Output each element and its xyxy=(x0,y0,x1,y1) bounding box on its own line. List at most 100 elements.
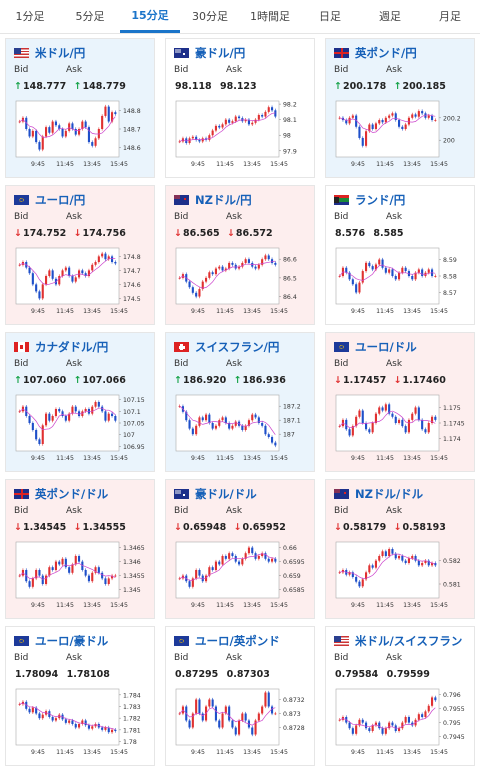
candle-body xyxy=(110,256,114,262)
currency-card[interactable]: ユーロ/円 Bid Ask ↓174.752 ↓174.756 174.8 174… xyxy=(5,185,155,325)
candle-body xyxy=(417,714,420,720)
candlestick-chart[interactable]: 187.2 187.1 187 9:45 11:45 13:45 15:45 xyxy=(173,391,309,467)
currency-card[interactable]: 豪ドル/円 Bid Ask 98.118 98.123 98.2 98.1 98 97… xyxy=(165,38,315,178)
candle-body xyxy=(338,276,341,277)
candle-body xyxy=(178,277,181,279)
bid-label: Bid xyxy=(14,359,29,369)
y-tick-label: 0.795 xyxy=(443,720,461,727)
tab-1min[interactable]: 1分足 xyxy=(15,10,45,23)
tab-5min[interactable]: 5分足 xyxy=(75,10,105,23)
currency-card[interactable]: カナダドル/円 Bid Ask ↑107.060 ↑107.066 107.15… xyxy=(5,332,155,472)
moving-average-line xyxy=(179,405,276,435)
ask-label: Ask xyxy=(66,506,83,516)
candle-body xyxy=(107,413,110,421)
candle-body xyxy=(384,117,387,123)
candle-body xyxy=(221,417,224,421)
currency-pair-link[interactable]: NZドル/ドル xyxy=(334,487,423,501)
candlestick-chart[interactable]: 0.8732 0.873 0.8728 9:45 11:45 13:45 15:45 xyxy=(173,685,309,761)
candle-body xyxy=(101,115,104,129)
tab-monthly[interactable]: 月足 xyxy=(439,10,461,23)
plot-area xyxy=(335,394,440,452)
currency-pair-link[interactable]: 英ポンド/円 xyxy=(334,46,417,60)
candle-body xyxy=(114,729,117,731)
tab-15min[interactable]: 15分足 xyxy=(120,0,180,33)
currency-pair-link[interactable]: 豪ドル/ドル xyxy=(174,487,257,501)
candlestick-chart[interactable]: 8.59 8.58 8.57 9:45 11:45 13:45 15:45 xyxy=(333,244,469,320)
currency-pair-link[interactable]: NZドル/円 xyxy=(174,193,252,207)
candlestick-chart[interactable]: 174.8 174.7 174.6 174.5 9:45 11:45 13:45 15:45 xyxy=(13,244,149,320)
currency-card[interactable]: ランド/円 Bid Ask 8.576 8.585 8.59 8.58 8.57 9:… xyxy=(325,185,475,325)
currency-pair-link[interactable]: 米ドル/スイスフラン xyxy=(334,634,462,648)
currency-card[interactable]: 豪ドル/ドル Bid Ask ↓0.65948 ↓0.65952 0.66 0.6… xyxy=(165,479,315,619)
currency-pair-link[interactable]: 米ドル/円 xyxy=(14,46,85,60)
bid-value: 1.78094 xyxy=(15,669,59,680)
currency-pair-link[interactable]: 豪ドル/円 xyxy=(174,46,245,60)
candle-body xyxy=(35,570,38,579)
candle-body xyxy=(35,284,38,292)
currency-pair-link[interactable]: ランド/円 xyxy=(334,193,405,207)
candle-body xyxy=(68,413,71,421)
candle-body xyxy=(374,722,378,726)
candle-body xyxy=(261,706,264,714)
candlestick-chart[interactable]: 0.582 0.581 9:45 11:45 13:45 15:45 xyxy=(333,538,469,614)
candlestick-chart[interactable]: 200.2 200 9:45 11:45 13:45 15:45 xyxy=(333,97,469,173)
candle-body xyxy=(338,426,341,427)
tab-30min[interactable]: 30分足 xyxy=(192,10,228,23)
tab-weekly[interactable]: 週足 xyxy=(379,10,401,23)
candle-body xyxy=(267,255,270,260)
candlestick-chart[interactable]: 98.2 98.1 98 97.9 9:45 11:45 13:45 15:45 xyxy=(173,97,309,173)
tab-1hour[interactable]: 1時間足 xyxy=(250,10,290,23)
x-tick-label: 9:45 xyxy=(31,455,45,462)
currency-card[interactable]: 米ドル/スイスフラン Bid Ask 0.79584 0.79599 0.796… xyxy=(325,626,475,766)
ask-label: Ask xyxy=(226,506,243,516)
candle-body xyxy=(247,420,251,426)
candlestick-chart[interactable]: 1.784 1.783 1.782 1.781 1.78 9:45 11:45 13:45 15… xyxy=(13,685,149,761)
flag-icon xyxy=(14,195,29,205)
candle-body xyxy=(374,123,378,129)
candle-body xyxy=(191,428,194,435)
y-tick-label: 200.2 xyxy=(443,115,461,122)
price-row: ↑200.178 ↑200.185 xyxy=(334,81,446,92)
candle-body xyxy=(234,116,237,122)
candlestick-chart[interactable]: 1.3465 1.346 1.3455 1.345 9:45 11:45 13:45 15:4… xyxy=(13,538,149,614)
candle-body xyxy=(214,125,218,131)
candle-body xyxy=(407,717,411,723)
currency-card[interactable]: ユーロ/豪ドル Bid Ask 1.78094 1.78108 1.784 1.7… xyxy=(5,626,155,766)
candle-body xyxy=(228,119,231,123)
currency-pair-link[interactable]: ユーロ/ドル xyxy=(334,340,417,354)
candlestick-chart[interactable]: 1.175 1.1745 1.174 9:45 11:45 13:45 15:45 xyxy=(333,391,469,467)
arrow-up-icon: ↑ xyxy=(393,81,402,92)
currency-card[interactable]: 英ポンド/ドル Bid Ask ↓1.34545 ↓1.34555 1.3465… xyxy=(5,479,155,619)
currency-pair-link[interactable]: スイスフラン/円 xyxy=(174,340,279,354)
currency-pair-link[interactable]: 英ポンド/ドル xyxy=(14,487,108,501)
flag-icon xyxy=(174,195,189,205)
candlestick-chart[interactable]: 0.796 0.7955 0.795 0.7945 9:45 11:45 13:45 15:4… xyxy=(333,685,469,761)
y-tick-label: 106.95 xyxy=(123,444,145,451)
x-tick-label: 9:45 xyxy=(191,308,205,315)
bid-value: 107.060 xyxy=(22,375,67,386)
candle-body xyxy=(368,429,371,433)
candlestick-chart[interactable]: 148.8 148.7 148.6 9:45 11:45 13:45 15:45 xyxy=(13,97,149,173)
currency-card[interactable]: スイスフラン/円 Bid Ask ↑186.920 ↑186.936 187.2… xyxy=(165,332,315,472)
candle-body xyxy=(211,130,214,136)
candle-body xyxy=(87,270,91,276)
arrow-up-icon: ↑ xyxy=(73,375,82,386)
candle-body xyxy=(38,291,41,299)
currency-card[interactable]: 英ポンド/円 Bid Ask ↑200.178 ↑200.185 200.2 20… xyxy=(325,38,475,178)
candle-body xyxy=(274,558,277,562)
currency-pair-link[interactable]: カナダドル/円 xyxy=(14,340,108,354)
candlestick-chart[interactable]: 0.66 0.6595 0.659 0.6585 9:45 11:45 13:45 15:45 xyxy=(173,538,309,614)
currency-card[interactable]: ユーロ/英ポンド Bid Ask 0.87295 0.87303 0.8732 0… xyxy=(165,626,315,766)
candlestick-chart[interactable]: 86.6 86.5 86.4 9:45 11:45 13:45 15:45 xyxy=(173,244,309,320)
currency-card[interactable]: NZドル/ドル Bid Ask ↓0.58179 ↓0.58193 0.582 0… xyxy=(325,479,475,619)
currency-card[interactable]: ユーロ/ドル Bid Ask ↓1.17457 ↓1.17460 1.175 1.… xyxy=(325,332,475,472)
currency-pair-link[interactable]: ユーロ/英ポンド xyxy=(174,634,280,648)
candle-body xyxy=(401,722,404,729)
tab-daily[interactable]: 日足 xyxy=(319,10,341,23)
currency-pair-link[interactable]: ユーロ/円 xyxy=(14,193,85,207)
currency-card[interactable]: NZドル/円 Bid Ask ↓86.565 ↓86.572 86.6 86.5 8… xyxy=(165,185,315,325)
ask-value: 200.185 xyxy=(402,81,446,92)
candlestick-chart[interactable]: 107.15 107.1 107.05 107 106.95 9:45 11:45 13:45… xyxy=(13,391,149,467)
currency-card[interactable]: 米ドル/円 Bid Ask ↑148.777 ↑148.779 148.8 148… xyxy=(5,38,155,178)
currency-pair-link[interactable]: ユーロ/豪ドル xyxy=(14,634,108,648)
